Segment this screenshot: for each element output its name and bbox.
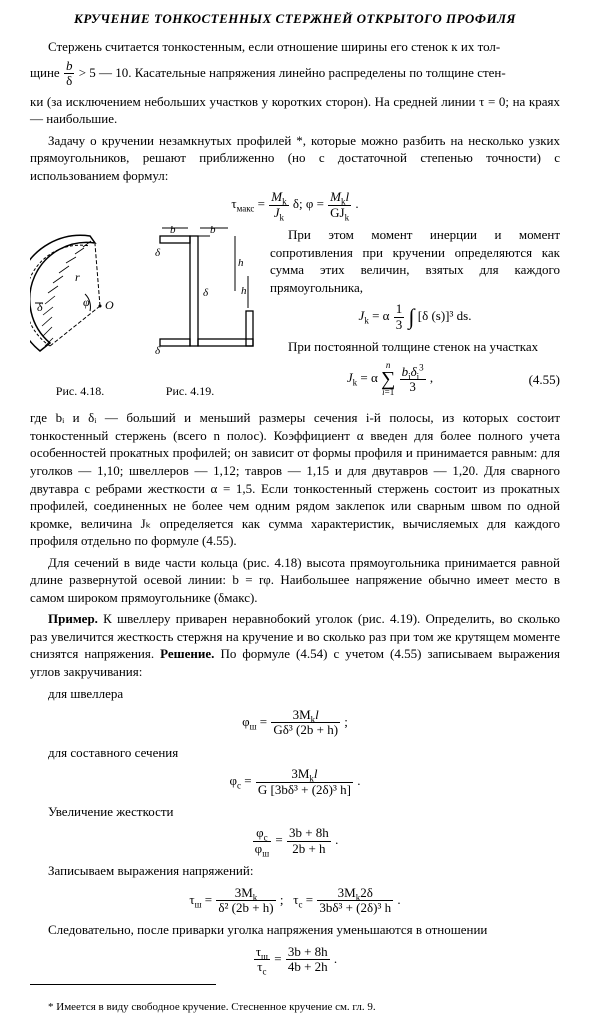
- phish: φ: [242, 714, 250, 729]
- fig-side-text: При этом момент инерции и момент сопроти…: [270, 226, 560, 403]
- k5: k: [364, 316, 369, 326]
- f5d: G [3bδ³ + (2δ)³ h]: [256, 783, 353, 797]
- integral-icon: ∫: [408, 308, 414, 326]
- deltaphi: δ; φ =: [293, 196, 327, 211]
- fig-o: O: [105, 298, 114, 312]
- formula-2: Jk = α 13 ∫ [δ (s)]³ ds.: [270, 302, 560, 332]
- para-3: где bᵢ и δᵢ — больший и меньший размеры …: [30, 409, 560, 549]
- p5a: Пример.: [48, 611, 98, 626]
- figures-svg: O r φ δ b b h: [30, 226, 260, 381]
- formula-1: τмакс = MkJk δ; φ = MklGJk .: [30, 190, 560, 220]
- fig-phi: φ: [83, 295, 90, 309]
- para-1: Стержень считается тонкостенным, если от…: [30, 38, 560, 56]
- eq-num-455: (4.55): [510, 371, 560, 389]
- p1c: > 5 — 10. Касательные напряжения линейно…: [75, 65, 505, 80]
- fig-d1: δ: [37, 300, 43, 314]
- para-4: Для сечений в виде части кольца (рис. 4.…: [30, 554, 560, 607]
- footnote-rule: [30, 984, 216, 989]
- c3: с: [298, 899, 302, 909]
- para-1d: ки (за исключением небольших участков у …: [30, 93, 560, 128]
- frac-bdelta: bδ: [64, 59, 75, 89]
- f8d: 4b + 2h: [286, 960, 330, 974]
- figures: O r φ δ b b h: [30, 226, 260, 403]
- f6n: 3b + 8h: [287, 826, 331, 841]
- f6d: 2b + h: [287, 842, 331, 856]
- para-5: Пример. К швеллеру приварен неравнобокий…: [30, 610, 560, 680]
- svg-text:δ: δ: [155, 345, 161, 357]
- f7n: 3M: [235, 885, 253, 900]
- mk: M: [271, 189, 282, 204]
- f8n: 3b + 8h: [286, 945, 330, 960]
- i2: i: [417, 371, 420, 381]
- p1a: Стержень считается тонкостенным, если от…: [48, 39, 500, 54]
- caption-419: Рис. 4.19.: [130, 383, 250, 399]
- sh3: ш: [195, 899, 202, 909]
- maks: макс: [237, 204, 255, 214]
- f5n: 3M: [291, 766, 309, 781]
- k4: k: [345, 212, 350, 222]
- formula-8: τшτс = 3b + 8h4b + 2h .: [30, 945, 560, 975]
- svg-text:δ: δ: [203, 287, 209, 299]
- f7d1: δ² (2b + h): [216, 901, 275, 915]
- l: l: [346, 189, 350, 204]
- formula-6: φсφш = 3b + 8h2b + h .: [30, 826, 560, 856]
- svg-text:h: h: [241, 285, 247, 297]
- formula-5: φс = 3MklG [3bδ³ + (2δ)³ h] .: [30, 767, 560, 797]
- gj: GJ: [330, 205, 344, 220]
- intds: [δ (s)]³ ds.: [418, 308, 472, 323]
- footnote-text: * Имеется в виду свободное кручение. Сте…: [30, 1000, 560, 1015]
- para-1b: щине bδ > 5 — 10. Касательные напряжения…: [30, 59, 560, 89]
- formula-7: τш = 3Mkδ² (2b + h) ; τс = 3Mk2δ3bδ³ + (…: [30, 886, 560, 916]
- f7n2: 3M: [338, 885, 356, 900]
- sum-icon: n ∑ i=1: [381, 361, 395, 397]
- k6: k: [353, 378, 358, 388]
- ft1: При этом момент инерции и момент сопроти…: [270, 226, 560, 296]
- f7k2: 2δ: [360, 885, 373, 900]
- figure-row: O r φ δ b b h: [30, 226, 560, 403]
- f4d: Gδ³ (2b + h): [271, 723, 340, 737]
- mk2: M: [330, 189, 341, 204]
- sh2: ш: [262, 848, 269, 858]
- c4: с: [263, 967, 267, 977]
- phic: φ: [230, 773, 238, 788]
- page-title: КРУЧЕНИЕ ТОНКОСТЕННЫХ СТЕРЖНЕЙ ОТКРЫТОГО…: [30, 10, 560, 28]
- alpha: = α: [372, 308, 393, 323]
- formula-3: Jk = α n ∑ i=1 biδi33 , (4.55): [270, 361, 560, 397]
- l2: l: [315, 707, 319, 722]
- lbl-str: Записываем выражения напряжений:: [30, 862, 560, 880]
- lbl-sh: для швеллера: [30, 685, 560, 703]
- k2: k: [280, 212, 285, 222]
- fig-r: r: [75, 270, 80, 284]
- sh: ш: [250, 721, 257, 731]
- svg-text:h: h: [238, 257, 244, 269]
- para-2: Задачу о кручении незамкнутых профилей *…: [30, 132, 560, 185]
- para-6: Следовательно, после приварки уголка нап…: [30, 921, 560, 939]
- f7d2: 3bδ³ + (2δ)³ h: [317, 901, 393, 915]
- formula-4: φш = 3MklGδ³ (2b + h) ;: [30, 708, 560, 738]
- p5c: Решение.: [160, 646, 214, 661]
- c: с: [237, 781, 241, 791]
- p1b: щине: [30, 65, 63, 80]
- lbl-inc: Увеличение жесткости: [30, 803, 560, 821]
- caption-418: Рис. 4.18.: [30, 383, 130, 399]
- svg-text:δ: δ: [155, 247, 161, 259]
- f4n: 3M: [293, 707, 311, 722]
- l3: l: [314, 766, 318, 781]
- ft2: При постоянной толщине стенок на участка…: [270, 338, 560, 356]
- lbl-cs: для составного сечения: [30, 744, 560, 762]
